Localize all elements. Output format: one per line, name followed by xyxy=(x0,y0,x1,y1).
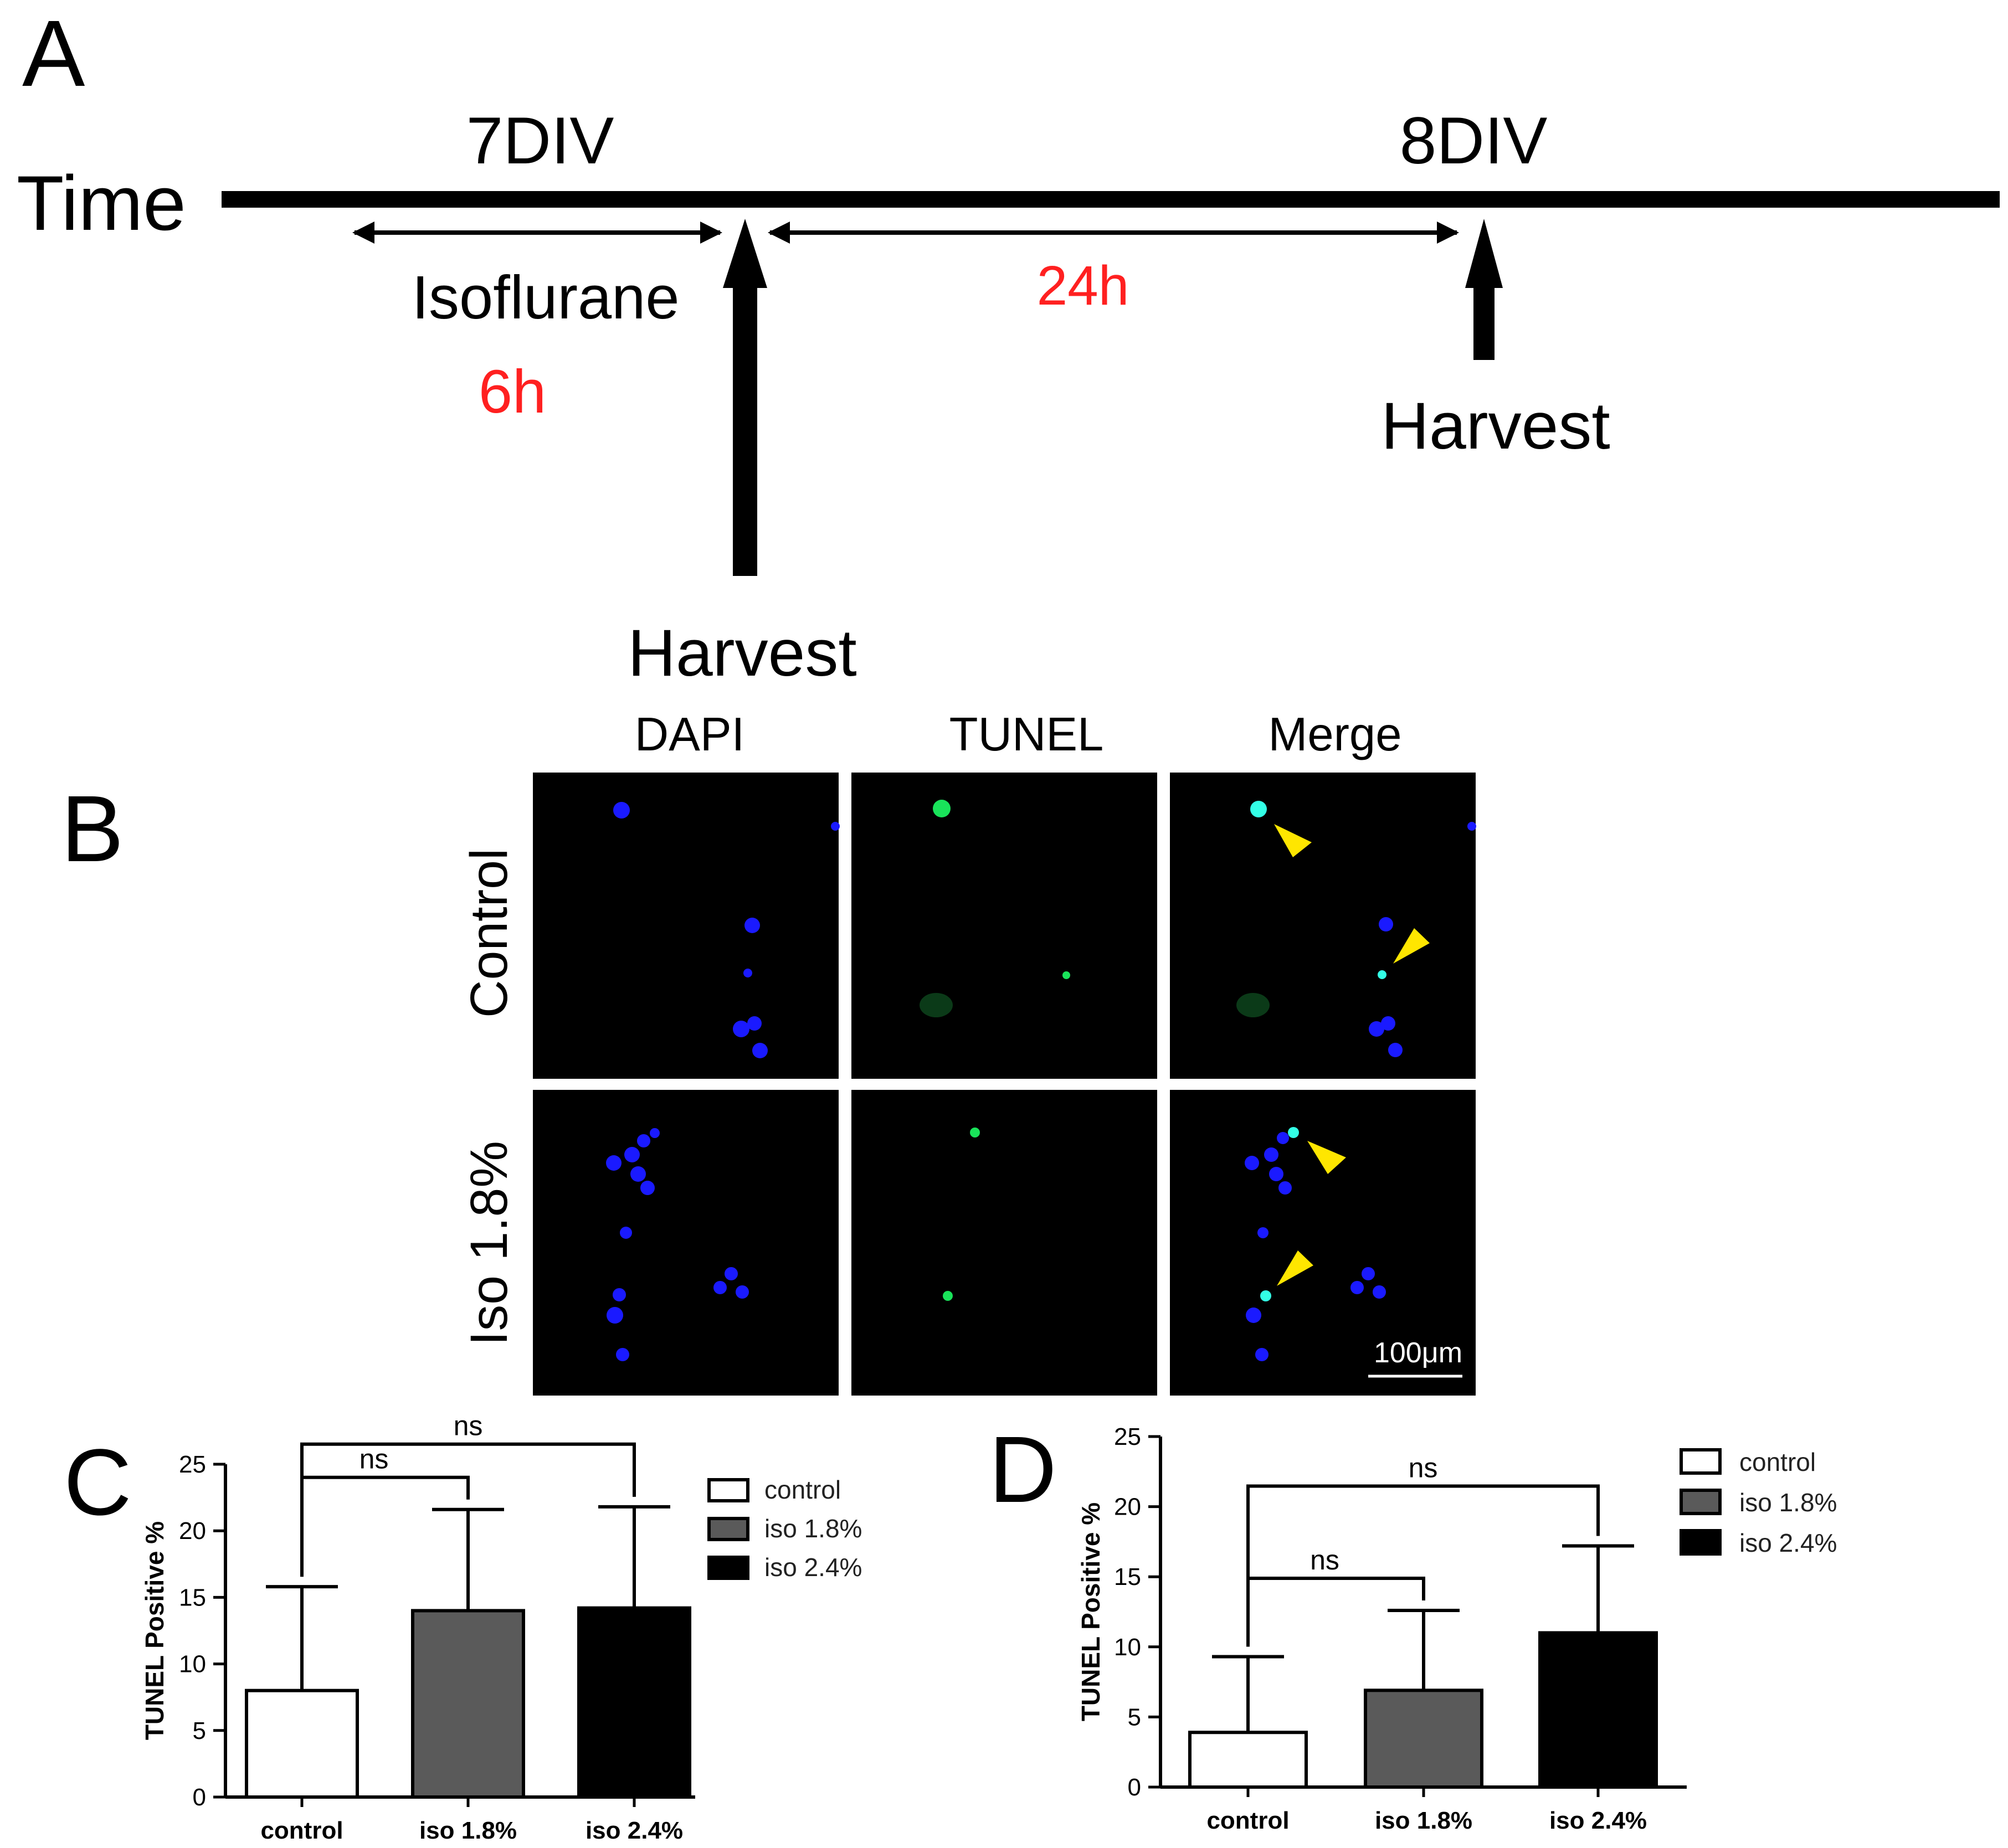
significance-label: ns xyxy=(360,1444,389,1475)
legend-swatch xyxy=(707,1478,749,1502)
micrograph-control-dapi xyxy=(533,773,840,1079)
y-tick-label: 5 xyxy=(193,1717,206,1744)
panel-d: D 0 5 10 15 20 25 TUNEL Positive % control iso 1… xyxy=(989,1417,1837,1834)
x-tick-label: control xyxy=(260,1817,343,1844)
y-axis-label: TUNEL Positive % xyxy=(140,1521,169,1740)
micrograph-control-merge xyxy=(1170,773,1476,1079)
bar xyxy=(577,1606,691,1799)
harvest-arrow-first xyxy=(723,219,767,576)
x-tick-label: iso 1.8% xyxy=(419,1817,517,1844)
legend-label: control xyxy=(1739,1448,1816,1476)
x-tick-label: iso 1.8% xyxy=(1375,1807,1472,1834)
panel-c-letter: C xyxy=(64,1430,132,1535)
legend-label: iso 2.4% xyxy=(1739,1528,1837,1557)
arrowhead-marker xyxy=(1393,928,1430,964)
div8-label: 8DIV xyxy=(1400,104,1548,178)
chart-c: 0 5 10 15 20 25 TUNEL Positive % control iso 1.8… xyxy=(140,1411,862,1844)
y-tick-label: 25 xyxy=(1114,1423,1141,1450)
duration-6h-label: 6h xyxy=(479,358,546,426)
micrograph-iso18-merge: 100μm xyxy=(1170,1090,1476,1396)
panel-c: C 0 5 10 15 20 25 TUNEL Positive % control iso 1… xyxy=(64,1411,862,1844)
y-tick-label: 20 xyxy=(179,1517,206,1545)
legend-label: iso 1.8% xyxy=(764,1514,862,1543)
arrowhead-marker xyxy=(1307,1141,1346,1174)
arrowhead-marker xyxy=(1274,824,1312,857)
y-tick-label: 0 xyxy=(1128,1774,1141,1801)
y-axis-label: TUNEL Positive % xyxy=(1076,1502,1105,1721)
y-tick-label: 10 xyxy=(179,1651,206,1678)
arrowhead-marker xyxy=(1277,1250,1313,1286)
significance-label: ns xyxy=(454,1411,483,1442)
legend-swatch xyxy=(707,1556,749,1580)
bar xyxy=(1364,1689,1483,1789)
y-tick-label: 15 xyxy=(1114,1563,1141,1590)
panel-a: A Time 7DIV 8DIV Isoflurane 6h 24h Harve… xyxy=(17,1,2000,690)
harvest-second-label: Harvest xyxy=(1381,389,1610,463)
isoflurane-label: Isoflurane xyxy=(412,264,679,332)
significance-label: ns xyxy=(1310,1545,1339,1576)
harvest-arrow-second xyxy=(1465,219,1503,360)
bar xyxy=(411,1609,525,1799)
significance-label: ns xyxy=(1409,1452,1438,1483)
row-label-iso18: Iso 1.8% xyxy=(460,1141,518,1346)
micrograph-iso18-tunel xyxy=(851,1090,1157,1396)
legend-swatch xyxy=(1680,1529,1722,1556)
legend-swatch xyxy=(1680,1448,1722,1475)
col-header-dapi: DAPI xyxy=(635,708,744,761)
y-tick-label: 5 xyxy=(1128,1703,1141,1731)
y-tick-label: 15 xyxy=(179,1584,206,1611)
y-tick-label: 10 xyxy=(1114,1634,1141,1661)
x-tick-label: control xyxy=(1206,1807,1289,1834)
y-tick-label: 20 xyxy=(1114,1494,1141,1521)
micrograph-iso18-dapi xyxy=(533,1090,839,1396)
scale-bar-label: 100μm xyxy=(1374,1337,1462,1369)
div7-label: 7DIV xyxy=(466,104,614,178)
legend-label: iso 1.8% xyxy=(1739,1488,1837,1517)
chart-d: 0 5 10 15 20 25 TUNEL Positive % control iso 1.8… xyxy=(1076,1423,1837,1834)
harvest-first-label: Harvest xyxy=(628,616,856,690)
legend-swatch xyxy=(707,1517,749,1541)
significance-bracket xyxy=(300,1442,636,1577)
significance-bracket xyxy=(1246,1576,1425,1647)
panel-b-letter: B xyxy=(61,776,124,882)
bar xyxy=(245,1689,359,1799)
row-label-control: Control xyxy=(460,848,518,1018)
legend-label: iso 2.4% xyxy=(764,1553,862,1582)
legend-label: control xyxy=(764,1475,841,1504)
significance-bracket xyxy=(1246,1484,1600,1647)
panel-b: B DAPI TUNEL Merge Control Iso 1.8% xyxy=(61,708,1476,1396)
panel-d-letter: D xyxy=(989,1417,1057,1522)
duration-24h-label: 24h xyxy=(1037,255,1129,317)
x-tick-label: iso 2.4% xyxy=(1549,1807,1647,1834)
micrograph-control-tunel xyxy=(851,773,1157,1079)
y-tick-label: 25 xyxy=(179,1451,206,1478)
x-tick-label: iso 2.4% xyxy=(586,1817,683,1844)
y-tick-label: 0 xyxy=(193,1784,206,1811)
col-header-tunel: TUNEL xyxy=(949,708,1104,761)
legend-swatch xyxy=(1680,1489,1722,1515)
panel-a-letter: A xyxy=(22,1,85,106)
col-header-merge: Merge xyxy=(1269,708,1402,761)
bar xyxy=(1188,1731,1308,1789)
time-label: Time xyxy=(17,159,186,246)
significance-bracket xyxy=(300,1475,470,1577)
bar xyxy=(1538,1631,1658,1789)
